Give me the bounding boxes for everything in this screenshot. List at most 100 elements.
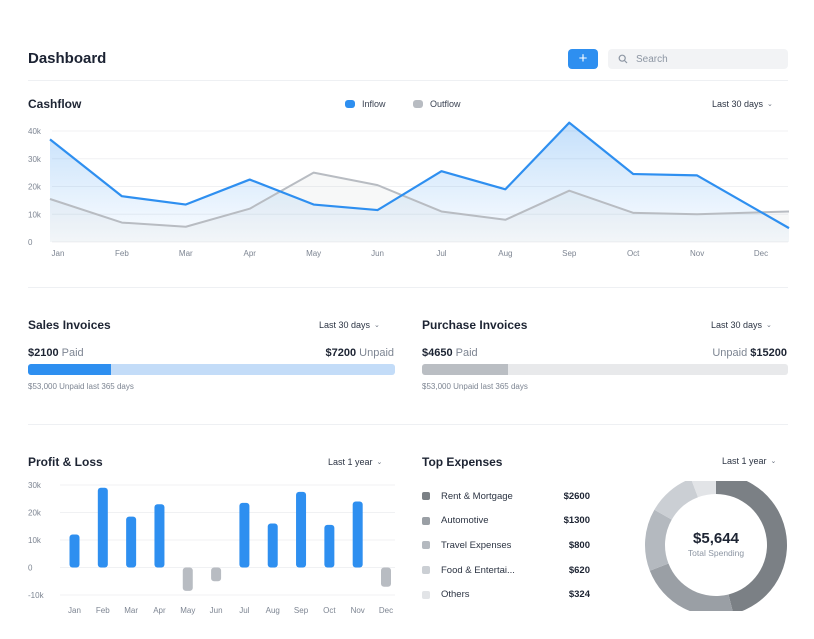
donut-slice bbox=[691, 481, 716, 498]
pl-bar bbox=[154, 504, 165, 568]
x-tick-label: Mar bbox=[179, 249, 193, 258]
sales-period-dropdown[interactable]: Last 30 days ⌄ bbox=[319, 320, 380, 330]
chevron-down-icon: ⌄ bbox=[767, 101, 773, 108]
legend-inflow: Inflow bbox=[345, 99, 386, 109]
pl-bar bbox=[296, 491, 307, 568]
donut-slice bbox=[654, 481, 699, 520]
purchase-unpaid-amount: $15200 bbox=[750, 347, 787, 359]
search-input[interactable]: Search bbox=[608, 49, 788, 69]
x-tick-label: Jun bbox=[210, 606, 223, 615]
purchase-note: $53,000 Unpaid last 365 days bbox=[422, 382, 528, 391]
expense-name: Food & Entertai... bbox=[441, 564, 515, 576]
outflow-area bbox=[50, 172, 789, 242]
top-expenses-period-dropdown[interactable]: Last 1 year ⌄ bbox=[722, 456, 776, 466]
y-tick-label: 30k bbox=[28, 481, 42, 490]
purchase-paid-amount: $4650 bbox=[422, 347, 453, 359]
total-spending-label: Total Spending bbox=[687, 548, 745, 558]
top-expenses-period-label: Last 1 year bbox=[722, 456, 767, 466]
section-divider bbox=[28, 424, 788, 425]
sales-paid: $2100 Paid bbox=[28, 347, 84, 359]
expense-swatch bbox=[422, 516, 430, 525]
sales-progress-bar bbox=[28, 364, 395, 375]
legend-outflow: Outflow bbox=[413, 99, 461, 109]
pl-bar bbox=[352, 501, 363, 568]
add-button[interactable]: + bbox=[568, 49, 598, 69]
purchase-unpaid: Unpaid $15200 bbox=[680, 347, 787, 359]
x-tick-label: May bbox=[306, 249, 321, 258]
y-tick-label: -10k bbox=[28, 591, 45, 600]
donut-slice bbox=[645, 509, 672, 571]
chevron-down-icon: ⌄ bbox=[376, 459, 383, 466]
x-tick-label: Feb bbox=[96, 606, 110, 615]
expense-swatch bbox=[422, 541, 430, 550]
y-tick-label: 10k bbox=[28, 536, 42, 545]
x-tick-label: Feb bbox=[115, 249, 129, 258]
expense-value: $2600 bbox=[563, 490, 590, 502]
x-tick-label: Jul bbox=[436, 249, 446, 258]
x-tick-label: Jun bbox=[371, 249, 384, 258]
expense-row: Others $324 bbox=[422, 588, 590, 602]
sales-unpaid: $7200 Unpaid bbox=[300, 347, 394, 359]
purchase-period-dropdown[interactable]: Last 30 days ⌄ bbox=[711, 320, 772, 330]
profit-loss-chart: 30k 20k 10k 0 -10k Jan Feb Mar Apr May Jun Jul Aug Se… bbox=[28, 481, 395, 615]
pl-bar bbox=[97, 487, 108, 568]
header-divider bbox=[28, 80, 788, 81]
donut-center: $5,644 Total Spending bbox=[660, 530, 772, 558]
y-tick-label: 40k bbox=[28, 127, 42, 136]
expense-swatch bbox=[422, 492, 430, 500]
x-tick-label: Jul bbox=[239, 606, 249, 615]
cashflow-period-dropdown[interactable]: Last 30 days ⌄ bbox=[712, 99, 773, 109]
expense-name: Travel Expenses bbox=[441, 539, 512, 551]
expense-value: $620 bbox=[568, 564, 590, 576]
x-tick-label: Apr bbox=[244, 249, 257, 258]
x-tick-label: Dec bbox=[754, 249, 768, 258]
pl-bar bbox=[239, 502, 250, 568]
outflow-line bbox=[49, 171, 790, 228]
purchase-progress-fill bbox=[422, 364, 508, 375]
x-tick-label: Mar bbox=[124, 606, 138, 615]
expense-row: Rent & Mortgage $2600 bbox=[422, 489, 590, 503]
purchase-unpaid-label: Unpaid bbox=[712, 347, 748, 359]
sales-unpaid-amount: $7200 bbox=[325, 347, 357, 359]
chevron-down-icon: ⌄ bbox=[770, 458, 777, 465]
pl-bar bbox=[126, 516, 137, 568]
x-tick-label: Jan bbox=[52, 249, 65, 258]
cashflow-chart: 0 10k 20k 30k 40k Jan Feb Mar Apr May Jun Jul Aug Sep… bbox=[28, 121, 790, 258]
x-tick-label: May bbox=[180, 606, 195, 615]
cashflow-title: Cashflow bbox=[28, 97, 82, 111]
donut-slice bbox=[716, 481, 787, 611]
expense-value: $1300 bbox=[563, 515, 590, 527]
sales-period-label: Last 30 days bbox=[319, 320, 371, 330]
x-tick-label: Nov bbox=[690, 249, 704, 258]
inflow-line bbox=[49, 121, 790, 230]
expense-row: Food & Entertai... $620 bbox=[422, 563, 590, 577]
purchase-period-label: Last 30 days bbox=[711, 320, 763, 330]
profit-loss-period-dropdown[interactable]: Last 1 year ⌄ bbox=[328, 457, 382, 467]
sales-note: $53,000 Unpaid last 365 days bbox=[28, 382, 134, 391]
x-tick-label: Jan bbox=[68, 606, 81, 615]
section-divider bbox=[28, 287, 788, 288]
top-expenses-title: Top Expenses bbox=[422, 455, 503, 469]
profit-loss-title: Profit & Loss bbox=[28, 455, 103, 469]
expense-donut-chart bbox=[645, 481, 787, 611]
sales-paid-label: Paid bbox=[61, 347, 84, 359]
expense-swatch bbox=[422, 590, 430, 599]
x-tick-label: Nov bbox=[351, 606, 365, 615]
purchase-progress-bar bbox=[422, 364, 788, 375]
search-placeholder: Search bbox=[636, 53, 668, 65]
expense-name: Others bbox=[441, 589, 470, 601]
y-tick-label: 30k bbox=[28, 155, 42, 164]
x-tick-label: Apr bbox=[153, 606, 166, 615]
y-tick-label: 20k bbox=[28, 509, 42, 518]
search-icon bbox=[618, 54, 628, 64]
expense-name: Rent & Mortgage bbox=[441, 490, 513, 502]
y-tick-label: 0 bbox=[28, 238, 33, 247]
x-tick-label: Aug bbox=[498, 249, 512, 258]
donut-slice bbox=[649, 563, 733, 611]
profit-loss-period-label: Last 1 year bbox=[328, 457, 373, 467]
pl-bar bbox=[211, 567, 222, 582]
y-tick-label: 20k bbox=[28, 183, 42, 192]
purchase-paid-label: Paid bbox=[455, 347, 478, 359]
purchase-paid: $4650 Paid bbox=[422, 347, 478, 359]
purchase-invoices-title: Purchase Invoices bbox=[422, 318, 528, 332]
